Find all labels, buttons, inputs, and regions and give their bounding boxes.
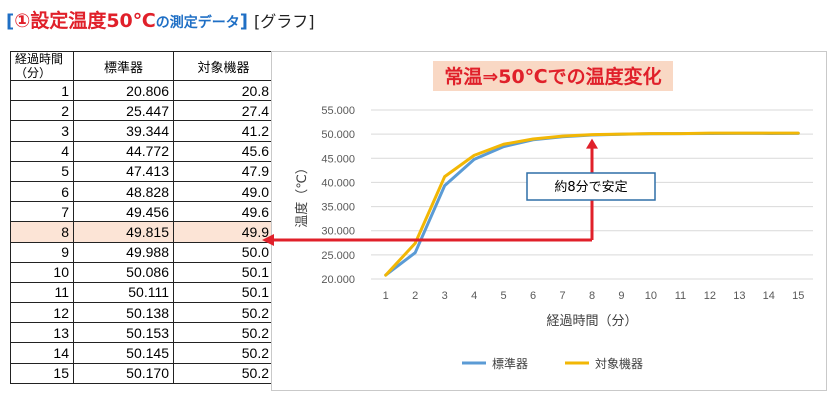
x-tick-label: 15 (792, 290, 804, 302)
chart-container (271, 51, 827, 391)
table-header-elapsed-time: 経過時間 （分） (10, 51, 74, 81)
x-tick-label: 9 (618, 290, 624, 302)
y-tick-label: 50.000 (321, 129, 355, 141)
heading-open-bracket: [ (6, 11, 15, 32)
cell-standard-value: 39.344 (73, 120, 174, 142)
cell-target-value: 50.2 (173, 362, 274, 384)
x-tick-label: 12 (704, 290, 716, 302)
table-row: 11 50.111 50.1 (10, 281, 274, 304)
heading-subtitle: の測定データ (155, 15, 240, 31)
cell-elapsed-minutes: 14 (10, 342, 74, 364)
table-row: 3 39.344 41.2 (10, 120, 274, 142)
cell-elapsed-minutes: 13 (10, 322, 74, 344)
header-elapsed-line2: （分） (15, 66, 52, 80)
heading-close-bracket: ] (239, 11, 249, 32)
horizontal-arrow-head (262, 234, 274, 246)
cell-target-value: 50.2 (173, 342, 274, 364)
x-tick-label: 3 (442, 290, 448, 302)
table-header-row: 経過時間 （分） 標準器 対象機器 (10, 51, 274, 81)
y-tick-label: 35.000 (321, 202, 355, 214)
table-row: 8 49.815 49.9 (10, 221, 274, 243)
measurement-table: 経過時間 （分） 標準器 対象機器 1 20.806 20.8 2 25.447 27.4… (10, 51, 274, 384)
table-row: 4 44.772 45.6 (10, 140, 274, 162)
header-elapsed-line1: 経過時間 (15, 52, 64, 66)
x-tick-label: 4 (471, 290, 477, 302)
y-tick-label: 20.000 (321, 274, 355, 286)
y-tick-label: 25.000 (321, 250, 355, 262)
y-tick-label: 45.000 (321, 153, 355, 165)
cell-elapsed-minutes: 8 (10, 221, 74, 243)
x-tick-label: 7 (559, 290, 565, 302)
table-row: 7 49.456 49.6 (10, 201, 274, 223)
cell-target-value: 49.6 (173, 201, 274, 223)
y-tick-label: 40.000 (321, 177, 355, 189)
annotation-text: 約8分で安定 (554, 180, 627, 195)
cell-elapsed-minutes: 11 (10, 281, 74, 304)
page-heading: [ ①設定温度50℃ の測定データ ] [グラフ] (6, 6, 315, 32)
y-axis-label: 温度（℃） (294, 161, 310, 228)
legend-label-standard: 標準器 (492, 356, 528, 371)
y-tick-label: 30.000 (321, 226, 355, 238)
legend-label-target-device: 対象機器 (595, 356, 643, 371)
table-row: 10 50.086 50.1 (10, 261, 274, 283)
cell-standard-value: 25.447 (73, 100, 174, 122)
cell-standard-value: 49.815 (73, 221, 174, 243)
x-tick-label: 14 (763, 290, 775, 302)
cell-target-value: 20.8 (173, 79, 274, 102)
cell-standard-value: 49.456 (73, 201, 174, 223)
series-line-target-device (384, 131, 800, 277)
x-tick-label: 13 (733, 290, 745, 302)
x-tick-label: 5 (501, 290, 507, 302)
chart-title-background (433, 61, 673, 91)
heading-graph-label: [グラフ] (254, 12, 315, 31)
cell-standard-value: 50.086 (73, 261, 174, 283)
x-axis-label: 経過時間（分） (546, 314, 637, 329)
cell-target-value: 49.9 (173, 221, 274, 243)
cell-standard-value: 49.988 (73, 241, 174, 263)
cell-standard-value: 50.170 (73, 362, 174, 384)
table-row: 6 48.828 49.0 (10, 180, 274, 203)
annotation-box (526, 172, 656, 201)
x-tick-label: 11 (675, 290, 686, 302)
y-tick-label: 55.000 (321, 105, 355, 117)
table-row: 15 50.170 50.2 (10, 362, 274, 384)
chart-title: 常温⇒50℃での温度変化 (444, 65, 661, 88)
cell-standard-value: 50.153 (73, 322, 174, 344)
heading-main-title: ①設定温度50℃ (14, 10, 156, 32)
x-tick-label: 1 (383, 290, 389, 302)
x-tick-label: 10 (645, 290, 657, 302)
x-tick-label: 8 (589, 290, 595, 302)
x-tick-label: 2 (412, 290, 418, 302)
x-tick-label: 6 (530, 290, 536, 302)
table-row: 5 47.413 47.9 (10, 160, 274, 182)
cell-standard-value: 47.413 (73, 160, 174, 182)
table-row: 13 50.153 50.2 (10, 322, 274, 344)
table-row: 14 50.145 50.2 (10, 342, 274, 364)
cell-standard-value: 44.772 (73, 140, 174, 162)
vertical-arrow-head (586, 138, 598, 149)
